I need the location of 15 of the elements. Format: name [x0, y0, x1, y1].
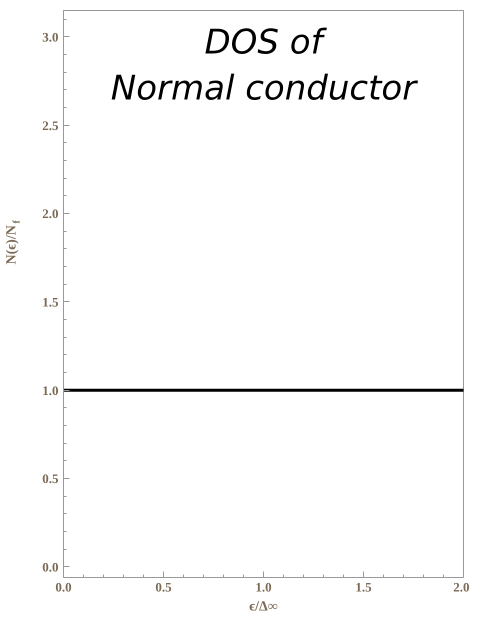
text: DOS of Normal conductor: [110, 22, 418, 108]
y-tick-label: 3.0: [42, 29, 58, 44]
y-axis-title: N(ϵ)/Nf: [4, 220, 22, 264]
y-tick-label: 2.5: [42, 118, 59, 133]
x-tick-label: 1.5: [355, 580, 372, 594]
x-axis-title: ϵ/Δ∞: [249, 600, 278, 614]
x-tick-label: 1.0: [255, 580, 272, 594]
x-tick-label: 0.0: [55, 580, 72, 594]
x-tick-label: 0.5: [155, 580, 172, 594]
y-tick-label: 1.5: [42, 294, 59, 310]
y-tick-label: 2.0: [42, 206, 58, 222]
x-tick-label: 2.0: [453, 580, 470, 594]
y-tick-label: 0.5: [42, 471, 59, 486]
y-tick-label: 0.0: [42, 559, 58, 574]
y-tick-label: 1.0: [42, 382, 58, 398]
